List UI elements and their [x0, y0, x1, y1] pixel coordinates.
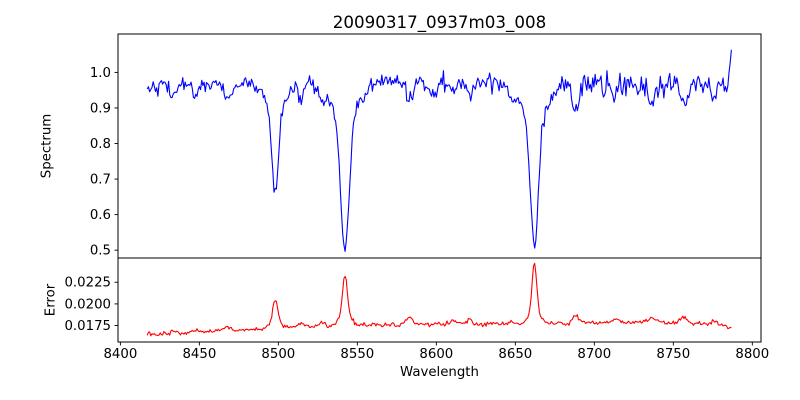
error-x-tick-label: 8750 — [656, 347, 690, 362]
spectrum-y-tick-label: 0.8 — [90, 137, 111, 152]
error-x-tick-label: 8800 — [735, 347, 769, 362]
spectrum-line — [146, 49, 732, 252]
error-y-tick-label: 0.0200 — [64, 297, 111, 312]
spectrum-y-tick-label: 0.5 — [90, 244, 111, 259]
spectrum-y-tick-label: 1.0 — [90, 66, 111, 81]
error-x-tick-label: 8400 — [103, 347, 137, 362]
error-x-tick-label: 8600 — [419, 347, 453, 362]
x-axis-label: Wavelength — [400, 365, 479, 380]
spectrum-y-tick-label: 0.7 — [90, 172, 111, 187]
error-x-tick-label: 8450 — [182, 347, 216, 362]
error-x-tick-label: 8700 — [577, 347, 611, 362]
error-frame — [117, 257, 762, 343]
error-x-tick-label: 8650 — [498, 347, 532, 362]
error-x-tick-label: 8500 — [261, 347, 295, 362]
spectrum-y-tick-label: 0.9 — [90, 101, 111, 116]
error-line — [146, 262, 732, 337]
spectrum-frame — [117, 33, 762, 259]
error-x-tick-label: 8550 — [340, 347, 374, 362]
chart-title: 20090317_0937m03_008 — [332, 12, 547, 32]
error-y-tick-label: 0.0225 — [64, 276, 111, 291]
error-y-tick-label: 0.0175 — [64, 319, 111, 334]
spectrum-y-tick-label: 0.6 — [90, 208, 111, 223]
